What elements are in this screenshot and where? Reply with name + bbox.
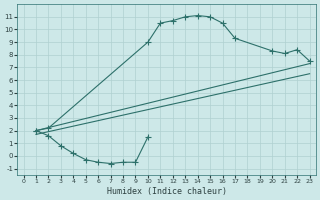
X-axis label: Humidex (Indice chaleur): Humidex (Indice chaleur) (107, 187, 227, 196)
